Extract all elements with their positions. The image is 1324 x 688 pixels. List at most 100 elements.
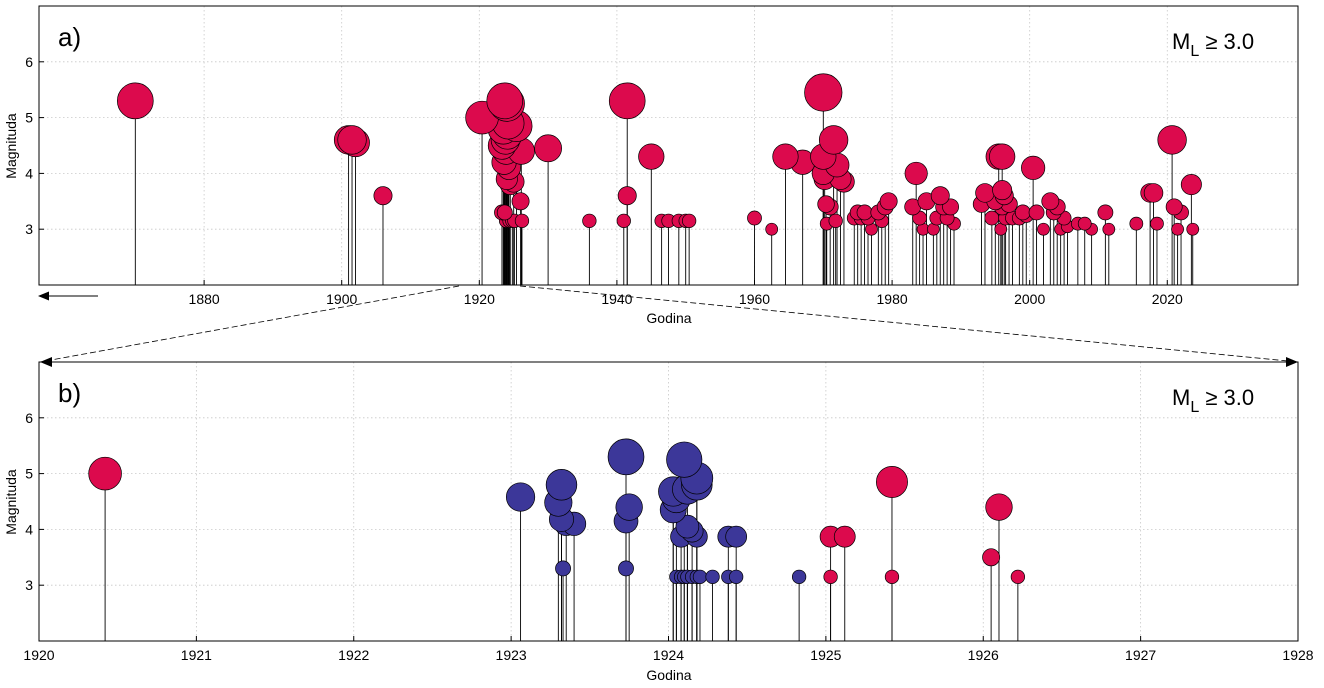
panel-a-markers [117,73,1202,236]
earthquake-point [615,493,643,521]
earthquake-point [904,161,928,185]
earthquake-point [1186,222,1200,236]
earthquake-point [1077,216,1092,231]
earthquake-point [1150,216,1164,231]
earthquake-point [582,213,597,228]
earthquake-point [638,143,665,170]
earthquake-point [486,82,524,120]
earthquake-point [675,514,700,539]
y-tick-label: 5 [25,466,33,482]
x-tick-label: 1925 [810,647,841,663]
earthquake-point [942,198,960,216]
earthquake-point [876,466,908,498]
earthquake-point [747,210,762,226]
panel-b-xlabel: Godina [646,667,691,683]
earthquake-point [692,569,708,584]
y-tick-label: 3 [25,221,33,237]
panel-b-chart: 1920 1921 1922 1923 1924 1925 1926 1927 1928 3 4 5 6… [3,361,1314,683]
earthquake-point [989,143,1016,170]
zoom-connector-left [39,285,460,363]
earthquake-point [985,493,1013,521]
earthquake-point [804,73,843,112]
panel-b-magnitude-threshold: ML ≥ 3.0 [1172,385,1254,416]
earthquake-point [791,569,807,584]
earthquake-point [682,213,697,228]
panel-b-grid [39,362,1298,641]
earthquake-point [765,222,779,236]
panel-a-ylabel: Magnituda [3,113,19,179]
earthquake-point [616,213,631,228]
y-tick-label: 4 [25,521,33,537]
x-tick-label: 1940 [601,291,632,307]
y-tick-label: 4 [25,165,33,181]
x-tick-label: 1924 [653,647,684,663]
zoom-connector-right [519,285,1299,363]
earthquake-point [534,134,562,163]
earthquake-point [1097,204,1114,221]
earthquake-point [879,192,898,211]
panel-a-stems [134,92,1194,285]
earthquake-point [545,469,578,501]
panel-b-markers [88,438,1026,584]
earthquake-point [1014,204,1031,221]
y-tick-label: 3 [25,577,33,593]
earthquake-point [337,125,367,155]
earthquake-point [982,548,1001,567]
earthquake-point [1129,216,1144,231]
panel-b-ylabel: Magnituda [3,469,19,535]
earthquake-point [818,125,849,155]
panel-a-magnitude-threshold: ML ≥ 3.0 [1172,29,1254,60]
earthquake-point [514,213,530,228]
earthquake-point [506,482,536,512]
panel-a-label: a) [58,22,81,52]
earthquake-point [884,569,900,584]
earthquake-point [1180,174,1202,196]
x-tick-label: 1900 [326,291,357,307]
earthquake-point [511,192,530,211]
arrow-left-icon [38,291,49,301]
earthquake-point [828,213,843,228]
earthquake-point [373,186,393,206]
x-tick-label: 1920 [464,291,495,307]
earthquake-point [1041,192,1060,211]
earthquake-point [975,183,995,203]
earthquake-point [1037,222,1050,236]
earthquake-point [729,569,744,584]
x-tick-label: 1980 [877,291,908,307]
earlier-years-arrow [38,291,98,301]
earthquake-point [930,186,950,206]
earthquake-point [856,204,873,221]
earthquake-point [823,569,838,584]
earthquake-point [88,456,122,491]
y-tick-label: 6 [25,54,33,70]
x-tick-label: 1927 [1125,647,1156,663]
earthquake-point [1143,183,1164,203]
earthquake-point [666,441,703,478]
zoom-connector [39,285,1299,367]
earthquake-point [725,525,748,548]
earthquake-point [705,569,720,584]
earthquake-point [617,186,637,206]
earthquake-point [1010,569,1026,584]
panel-b-frame [38,361,1299,642]
panel-a-frame [38,5,1299,286]
earthquake-point [833,525,856,548]
earthquake-point [1021,155,1046,180]
panel-b-axes: 1920 1921 1922 1923 1924 1925 1926 1927 1928 3 4 5 6 [23,410,1313,663]
x-tick-label: 1923 [496,647,527,663]
earthquake-point [117,82,154,120]
y-tick-label: 5 [25,110,33,126]
earthquake-point [1171,222,1184,236]
earthquake-point [618,560,634,577]
x-tick-label: 1920 [23,647,54,663]
panel-a-axes: 1880 1900 1920 1940 1960 1980 2000 2020 3 4 5 6 [25,54,1183,307]
earthquake-point [1028,204,1045,221]
x-tick-label: 2020 [1152,291,1183,307]
x-tick-label: 1960 [739,291,770,307]
panel-a-xlabel: Godina [646,310,691,326]
earthquake-point [772,143,799,170]
earthquake-point [555,560,571,577]
x-tick-label: 2000 [1014,291,1045,307]
x-tick-label: 1922 [338,647,369,663]
